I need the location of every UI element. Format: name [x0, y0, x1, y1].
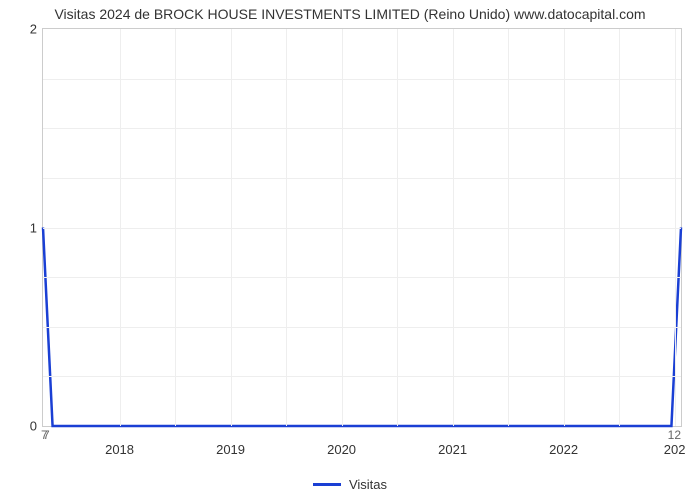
grid-h-minor	[43, 128, 681, 129]
grid-h-minor	[43, 327, 681, 328]
x-small-right-label: 12	[668, 428, 681, 442]
grid-v-minor	[286, 29, 287, 426]
chart-title: Visitas 2024 de BROCK HOUSE INVESTMENTS …	[0, 0, 700, 24]
grid-v-major	[120, 29, 121, 426]
chart-area: 7 7 12 01220182019202020212022202	[0, 24, 700, 477]
plot-area: 7 7 12 01220182019202020212022202	[42, 28, 682, 427]
x-small-left-label: 7	[43, 428, 50, 442]
legend: Visitas	[0, 477, 700, 500]
x-tick-label: 202	[664, 442, 686, 457]
grid-v-major	[231, 29, 232, 426]
grid-h-major	[43, 228, 681, 229]
y-tick-label: 0	[30, 419, 37, 434]
legend-label: Visitas	[349, 477, 387, 492]
grid-h-minor	[43, 277, 681, 278]
grid-v-minor	[175, 29, 176, 426]
x-tick-label: 2019	[216, 442, 245, 457]
grid-v-minor	[508, 29, 509, 426]
x-tick-label: 2021	[438, 442, 467, 457]
grid-v-major	[342, 29, 343, 426]
grid-v-minor	[397, 29, 398, 426]
y-tick-label: 2	[30, 22, 37, 37]
grid-h-minor	[43, 178, 681, 179]
x-tick-label: 2018	[105, 442, 134, 457]
grid-h-minor	[43, 376, 681, 377]
grid-v-minor	[619, 29, 620, 426]
y-tick-label: 1	[30, 220, 37, 235]
legend-swatch	[313, 483, 341, 486]
grid-v-major	[453, 29, 454, 426]
x-tick-label: 2020	[327, 442, 356, 457]
grid-h-minor	[43, 79, 681, 80]
grid-v-major	[675, 29, 676, 426]
grid-v-major	[564, 29, 565, 426]
x-tick-label: 2022	[549, 442, 578, 457]
